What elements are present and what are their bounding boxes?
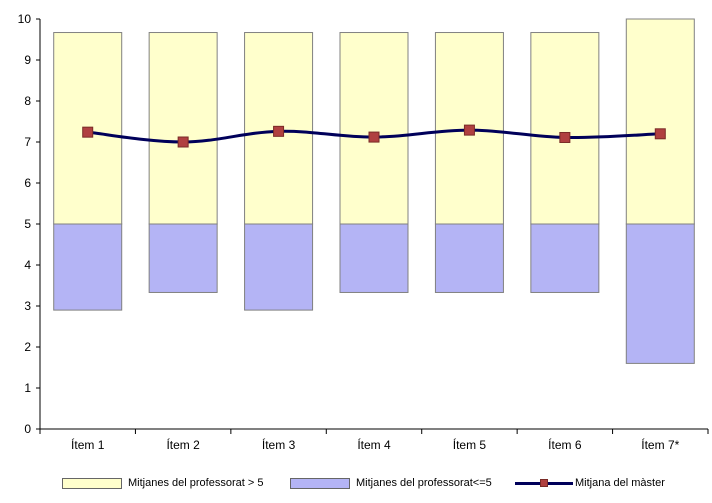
x-tick-label: Ítem 7* [641,437,679,452]
point-mean-1 [82,126,94,138]
x-tick-label: Ítem 4 [357,437,391,452]
y-tick-label: 0 [24,422,31,436]
bar-lower-2 [148,223,218,293]
point-mean-6 [559,131,571,143]
bars-layer [53,18,695,364]
bar-lower-3 [244,223,314,311]
x-tick-label: Ítem 6 [548,437,582,452]
bar-upper-7 [625,18,695,225]
legend-item-mean: Mitjana del màster [515,472,665,494]
bar-upper-2 [148,32,218,225]
point-mean-5 [463,124,475,136]
series-line-layer [82,124,666,148]
y-tick-label: 7 [24,135,31,149]
bar-lower-6 [530,223,600,293]
y-tick-label: 10 [18,12,32,26]
bar-lower-4 [339,223,409,293]
legend-label-upper: Mitjanes del professorat > 5 [128,477,264,489]
point-mean-3 [273,125,285,137]
x-tick-label: Ítem 2 [166,437,200,452]
bar-upper-6 [530,32,600,225]
y-tick-label: 9 [24,53,31,67]
y-tick-label: 2 [24,340,31,354]
legend-swatch-mean [515,477,573,489]
point-mean-7 [654,128,666,140]
legend-item-lower: Mitjanes del professorat<=5 [290,472,492,494]
x-tick-label: Ítem 5 [453,437,487,452]
point-mean-2 [177,136,189,148]
x-tick-label: Ítem 3 [262,437,296,452]
legend-label-lower: Mitjanes del professorat<=5 [356,477,492,489]
bar-lower-7 [625,223,695,364]
y-tick-label: 1 [24,381,31,395]
y-tick-label: 6 [24,176,31,190]
y-tick-label: 8 [24,94,31,108]
point-mean-4 [368,131,380,143]
legend-item-upper: Mitjanes del professorat > 5 [62,472,263,494]
axes-layer: 0 1 2 3 4 5 6 7 8 9 10 Ítem 1 Ítem 2 Ítem 3 Ítem 4 Ítem… [18,12,709,452]
legend: Mitjanes del professorat > 5 Mitjanes de… [0,472,712,494]
legend-swatch-lower [290,477,350,489]
y-tick-label: 4 [24,258,31,272]
legend-label-mean: Mitjana del màster [575,477,665,489]
legend-swatch-upper [62,477,122,489]
bar-upper-4 [339,32,409,225]
x-tick-label: Ítem 1 [71,437,105,452]
bar-lower-1 [53,223,123,311]
y-tick-label: 3 [24,299,31,313]
bar-lower-5 [434,223,504,293]
y-tick-label: 5 [24,217,31,231]
